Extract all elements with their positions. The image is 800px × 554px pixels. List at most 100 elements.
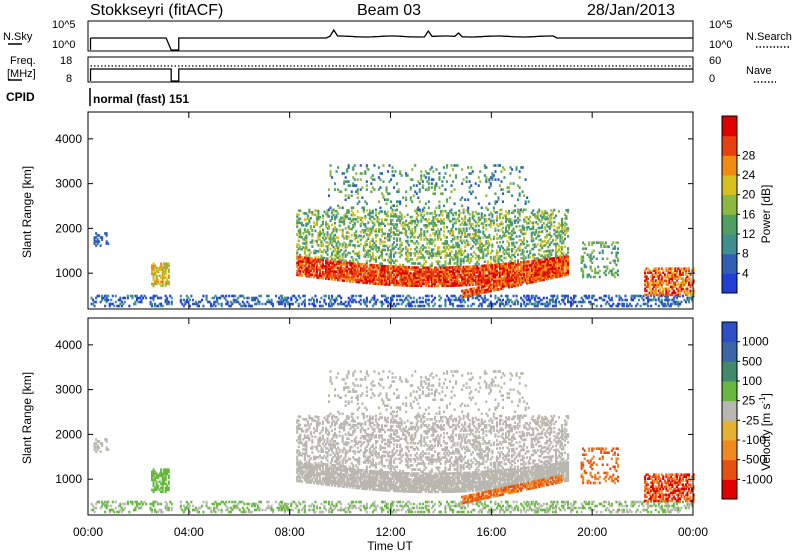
- power-cell-4928: [665, 283, 668, 287]
- power-cell-1471: [374, 258, 377, 261]
- power-cell-4235: [545, 215, 548, 219]
- power-cell-2112: [417, 274, 420, 277]
- power-cell-662: [320, 304, 323, 308]
- power-cell-3082: [477, 298, 480, 302]
- power-cell-266: [222, 294, 225, 298]
- power-cell-1120: [352, 276, 355, 279]
- power-cell-239: [200, 298, 203, 302]
- power-cell-4165: [541, 278, 544, 282]
- power-cell-1715: [390, 206, 393, 210]
- power-cell-3306: [489, 257, 492, 261]
- power-cell-3700: [512, 237, 515, 241]
- power-cell-3628: [508, 186, 511, 189]
- power-cell-1902: [402, 225, 405, 229]
- power-cell-2271: [426, 172, 429, 175]
- power-cell-1779: [394, 265, 397, 269]
- power-cell-3908: [526, 298, 529, 302]
- power-cell-3598: [506, 284, 509, 287]
- power-cell-4217: [545, 296, 548, 300]
- power-cell-481: [303, 212, 306, 215]
- power-cell-4098: [538, 271, 541, 274]
- power-cell-4185: [542, 214, 545, 217]
- power-cell-605: [314, 209, 317, 212]
- power-cell-1284: [362, 208, 365, 212]
- power-cell-827: [332, 302, 335, 306]
- power-cell-3274: [488, 278, 491, 281]
- power-cell-1363: [368, 275, 371, 279]
- power-cell-3107: [477, 216, 480, 220]
- power-cell-3578: [506, 296, 509, 300]
- power-cell-2997: [471, 239, 474, 242]
- power-cell-4876: [657, 275, 660, 278]
- power-cell-1268: [362, 279, 365, 282]
- power-cell-623: [315, 219, 318, 223]
- power-cell-1238: [359, 238, 362, 242]
- power-cell-2784: [459, 257, 462, 261]
- power-cell-150: [160, 296, 163, 300]
- power-cell-4291: [548, 271, 551, 274]
- power-cell-2877: [464, 289, 467, 292]
- power-cell-855: [334, 270, 337, 273]
- power-cell-2815: [461, 221, 464, 225]
- power-cell-581: [312, 265, 315, 269]
- power-cell-4608: [585, 247, 588, 250]
- power-cell-2731: [456, 270, 459, 273]
- power-cell-1537: [379, 222, 382, 225]
- power-cell-3379: [494, 267, 497, 271]
- power-cell-618: [315, 249, 318, 253]
- power-cell-2558: [446, 284, 449, 287]
- power-cell-2053: [412, 242, 415, 245]
- power-cell-4309: [550, 221, 553, 224]
- power-cell-1623: [385, 275, 388, 278]
- power-cell-4572: [573, 294, 576, 298]
- power-cell-356: [285, 296, 288, 300]
- power-cell-3571: [504, 214, 507, 217]
- power-cell-2296: [427, 188, 430, 191]
- power-cell-3438: [497, 237, 500, 240]
- power-cell-3543: [503, 232, 506, 236]
- power-cell-2310: [429, 264, 432, 267]
- power-cell-330: [270, 302, 273, 306]
- power-cell-1547: [380, 282, 383, 286]
- power-cell-4335: [551, 210, 554, 214]
- power-cell-2723: [456, 298, 459, 302]
- power-cell-2665: [452, 237, 455, 241]
- power-cell-3391: [494, 192, 497, 195]
- power-cell-4116: [538, 275, 541, 278]
- power-cell-3484: [500, 267, 503, 270]
- power-cell-791: [329, 241, 332, 245]
- power-cell-1981: [408, 278, 411, 281]
- power-cell-3999: [532, 261, 535, 265]
- power-cell-1746: [393, 294, 396, 298]
- power-cell-2902: [467, 298, 470, 302]
- power-cell-4320: [551, 296, 554, 300]
- power-cell-3559: [504, 264, 507, 268]
- power-cell-4038: [533, 213, 536, 216]
- power-cell-3350: [492, 269, 495, 273]
- power-cell-2649: [450, 164, 453, 167]
- power-cell-4698: [610, 304, 613, 308]
- power-cell-2133: [418, 280, 421, 284]
- power-cell-2535: [444, 280, 447, 283]
- power-cell-31: [101, 236, 104, 239]
- power-cell-1707: [390, 231, 393, 234]
- power-cell-2679: [453, 280, 456, 283]
- power-cell-3632: [508, 279, 511, 283]
- power-cell-1846: [399, 269, 402, 273]
- power-cell-221: [185, 300, 188, 304]
- power-cell-4093: [536, 273, 539, 277]
- power-cell-3231: [485, 240, 488, 243]
- power-cell-3343: [491, 283, 494, 286]
- power-cell-3445: [497, 288, 500, 291]
- power-cell-2700: [455, 284, 458, 287]
- power-cell-1092: [349, 184, 352, 187]
- power-cell-3031: [474, 296, 477, 300]
- power-cell-1973: [406, 174, 409, 177]
- power-cell-3: [92, 298, 95, 302]
- power-cell-3789: [518, 249, 521, 252]
- power-cell-1522: [379, 276, 382, 280]
- power-cell-2522: [442, 230, 445, 233]
- power-cell-4262: [547, 277, 550, 280]
- power-cell-4281: [548, 243, 551, 247]
